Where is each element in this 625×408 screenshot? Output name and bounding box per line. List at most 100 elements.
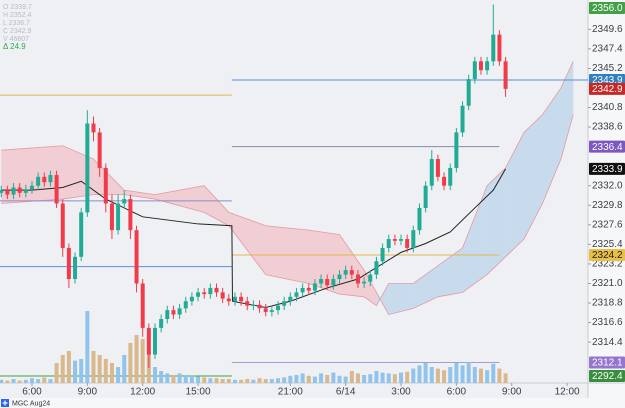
- cloud: [1, 145, 63, 204]
- volume-bar: [189, 375, 194, 383]
- x-tick-label: 6/14: [336, 387, 356, 398]
- candle-body: [399, 239, 404, 241]
- volume-bar: [0, 379, 4, 383]
- volume-bar: [423, 363, 428, 383]
- volume-bar: [312, 376, 317, 383]
- volume-bar: [380, 372, 385, 383]
- volume-bar: [140, 339, 145, 383]
- candle-body: [91, 123, 96, 133]
- candle-body: [448, 167, 453, 186]
- volume-bar: [386, 373, 391, 383]
- candle-body: [245, 301, 250, 306]
- cloud-edge: [1, 61, 574, 307]
- volume-bar: [220, 379, 225, 383]
- volume-bar: [91, 351, 96, 383]
- price-badge-label: 2292.4: [592, 371, 623, 382]
- volume-bar: [165, 373, 170, 383]
- symbol-label: MGC Aug24: [12, 400, 50, 407]
- volume-bar: [85, 311, 90, 383]
- x-tick-label: 12:00: [130, 387, 155, 398]
- volume-bar: [491, 363, 496, 383]
- volume-bar: [36, 379, 41, 383]
- candle-body: [497, 34, 502, 62]
- candle-body: [196, 292, 201, 297]
- volume-bar: [11, 379, 16, 383]
- candle-body: [269, 310, 274, 312]
- candle-body: [97, 132, 102, 168]
- cloud: [437, 247, 463, 297]
- volume-bar: [411, 368, 416, 383]
- volume-bar: [448, 367, 453, 383]
- volume-bar: [454, 363, 459, 383]
- volume-bar: [232, 379, 237, 383]
- volume-bar: [79, 359, 84, 383]
- candle-body: [300, 287, 305, 293]
- volume-bar: [48, 379, 53, 383]
- volume-bar: [171, 375, 176, 383]
- candle-body: [466, 79, 471, 106]
- volume-bar: [362, 375, 367, 383]
- candle-body: [349, 270, 354, 275]
- candle-body: [189, 296, 194, 302]
- candle-body: [140, 283, 145, 328]
- volume-bar: [208, 378, 213, 383]
- candle-body: [109, 203, 114, 231]
- volume-bar: [405, 371, 410, 383]
- candle-body: [226, 298, 231, 302]
- cloud: [228, 212, 266, 275]
- volume-bar: [337, 375, 342, 383]
- volume-bar: [417, 365, 422, 383]
- candle-body: [202, 292, 207, 295]
- footer: [0, 398, 625, 408]
- y-tick-label: 2323.2: [592, 259, 623, 270]
- candle-body: [214, 287, 219, 293]
- candle-body: [134, 230, 139, 284]
- candle-body: [48, 175, 53, 183]
- volume-bar: [485, 370, 490, 383]
- candle-body: [103, 167, 108, 204]
- volume-bar: [5, 380, 10, 383]
- volume-bar: [245, 379, 250, 383]
- candle-body: [392, 239, 397, 241]
- candle-body: [491, 34, 496, 62]
- y-tick-label: 2318.8: [592, 298, 623, 309]
- volume-bar: [73, 360, 78, 383]
- candle-body: [380, 247, 385, 262]
- plus-icon: [2, 400, 8, 406]
- cloud: [154, 185, 205, 213]
- candle-body: [337, 274, 342, 280]
- price-badge-label: 2342.9: [592, 84, 623, 95]
- candle-body: [0, 190, 4, 193]
- volume-bar: [288, 375, 293, 383]
- candle-body: [85, 123, 90, 213]
- candle-body: [319, 279, 324, 284]
- delta-info: Δ 24.9: [3, 42, 26, 51]
- candle-body: [423, 185, 428, 208]
- candle-body: [23, 189, 28, 193]
- candle-body: [368, 274, 373, 282]
- cloud: [364, 270, 377, 306]
- candle-body: [325, 279, 330, 286]
- volume-bar: [472, 367, 477, 383]
- price-badge: [589, 162, 625, 175]
- volume-bar: [226, 379, 231, 383]
- volume-bar: [177, 373, 182, 383]
- candle-body: [171, 310, 176, 315]
- price-badge-label: 2312.1: [592, 358, 623, 369]
- candle-body: [282, 301, 287, 306]
- price-badge-label: 2336.4: [592, 142, 623, 153]
- candle-body: [177, 308, 182, 315]
- candle-body: [54, 175, 59, 204]
- volume-bar: [196, 376, 201, 383]
- candle-body: [165, 310, 170, 320]
- y-tick-label: 2316.6: [592, 317, 623, 328]
- volume-bar: [109, 363, 114, 383]
- cloud: [542, 87, 561, 204]
- volume-bar: [54, 363, 59, 383]
- candle-body: [208, 287, 213, 295]
- y-tick-label: 2340.8: [592, 102, 623, 113]
- volume-bar: [23, 379, 28, 383]
- price-badge-label: 2356.0: [592, 3, 623, 14]
- volume-bar: [435, 368, 440, 383]
- x-tick-label: 21:00: [278, 387, 303, 398]
